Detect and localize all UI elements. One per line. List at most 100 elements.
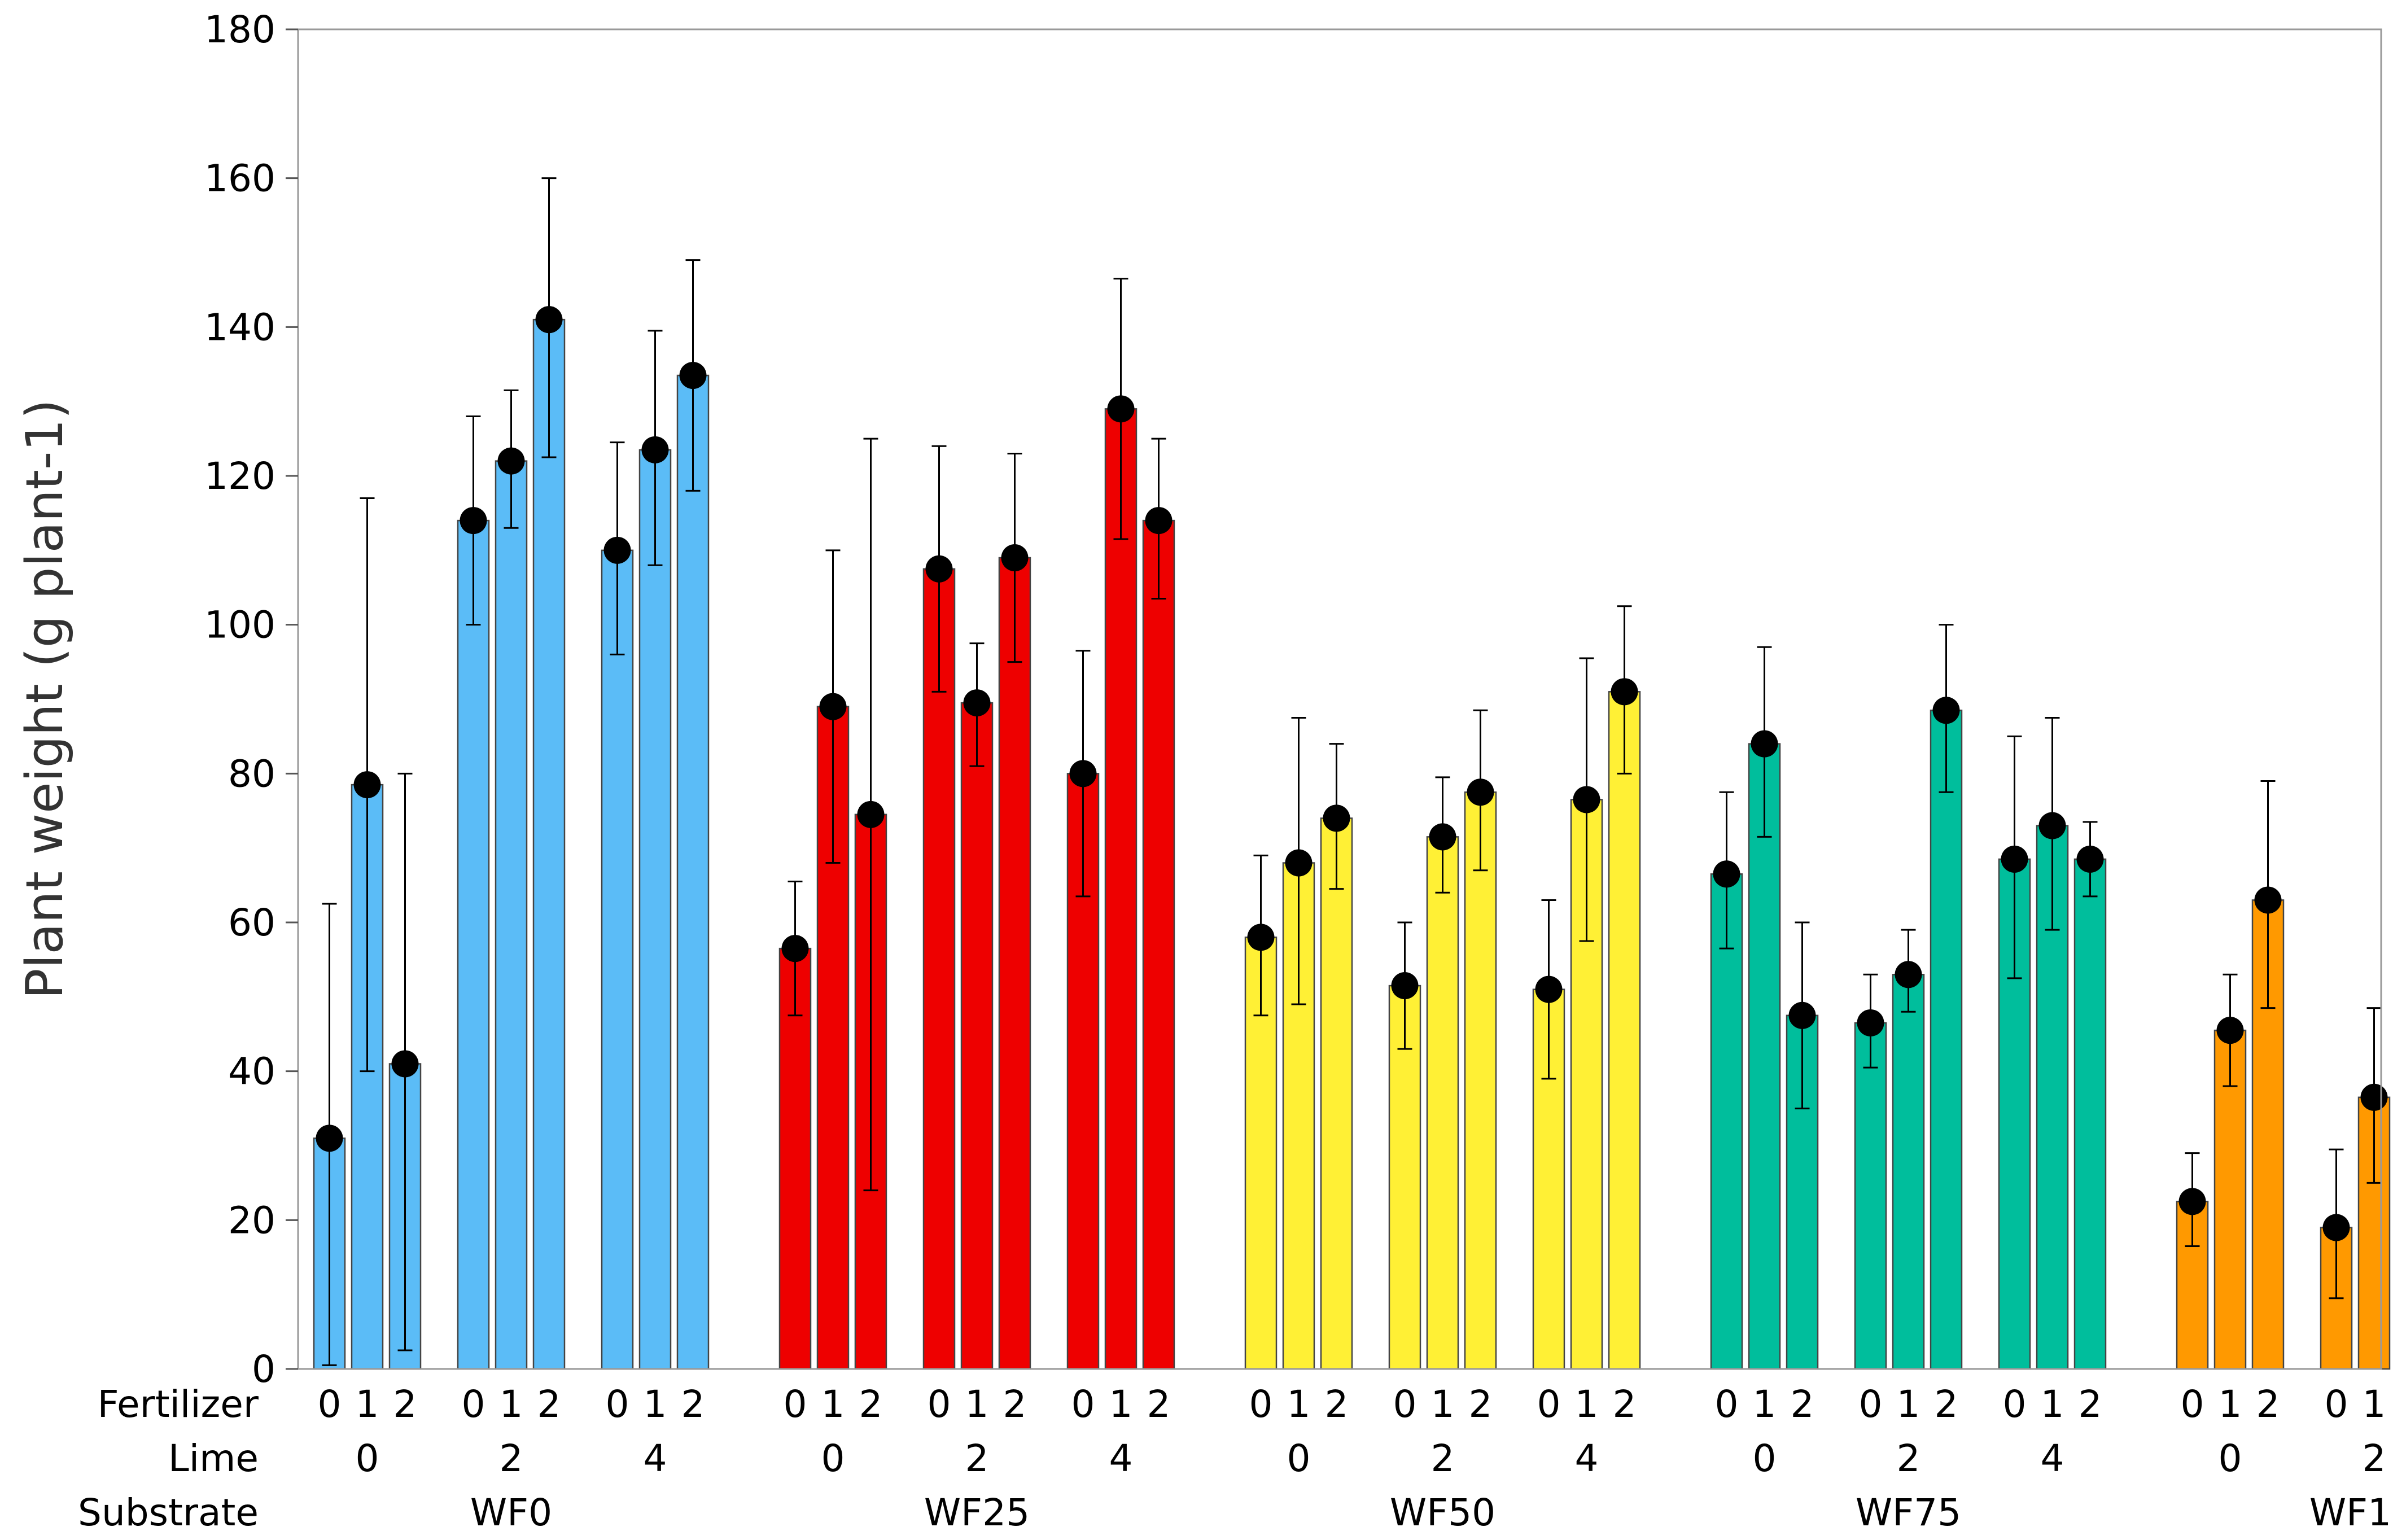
mean-point — [1247, 924, 1275, 951]
mean-point — [1751, 730, 1778, 758]
row-label-substrate: Substrate — [78, 1491, 259, 1534]
lime-label: 0 — [1287, 1437, 1311, 1480]
mean-point — [535, 306, 563, 334]
mean-point — [2038, 812, 2066, 839]
y-tick-label: 60 — [228, 901, 275, 944]
mean-point — [2001, 845, 2028, 873]
lime-label: 4 — [1109, 1437, 1133, 1480]
mean-point — [1001, 544, 1029, 572]
mean-point — [1391, 972, 1419, 1000]
fertilizer-label: 2 — [859, 1383, 883, 1426]
row-label-lime: Lime — [168, 1437, 259, 1480]
lime-label: 4 — [2041, 1437, 2064, 1480]
bar — [2073, 858, 2107, 1370]
fertilizer-label: 2 — [1613, 1383, 1637, 1426]
fertilizer-label: 2 — [1791, 1383, 1814, 1426]
lime-label: 2 — [2363, 1437, 2386, 1480]
fertilizer-label: 0 — [1249, 1383, 1273, 1426]
substrate-label: WF75 — [1856, 1491, 1961, 1534]
bar — [1464, 791, 1497, 1370]
substrate-label: WF0 — [470, 1491, 552, 1534]
bars-layer — [313, 177, 2391, 1370]
lime-label: 2 — [965, 1437, 989, 1480]
fertilizer-label: 0 — [2181, 1383, 2204, 1426]
lime-label: 0 — [356, 1437, 379, 1480]
mean-point — [2178, 1188, 2206, 1215]
fertilizer-label: 2 — [393, 1383, 417, 1426]
mean-point — [1107, 395, 1135, 423]
lime-label: 0 — [821, 1437, 845, 1480]
lime-label: 0 — [1753, 1437, 1777, 1480]
bar — [960, 702, 994, 1370]
mean-point — [819, 693, 847, 720]
fertilizer-label: 2 — [1935, 1383, 1958, 1426]
y-tick-label: 0 — [252, 1348, 275, 1391]
fertilizer-label: 1 — [500, 1383, 523, 1426]
mean-point — [781, 935, 809, 963]
mean-point — [1429, 823, 1456, 851]
mean-point — [963, 689, 991, 717]
mean-point — [353, 771, 381, 799]
fertilizer-label: 0 — [928, 1383, 951, 1426]
fertilizer-label: 0 — [318, 1383, 342, 1426]
y-tick-label: 120 — [204, 454, 275, 498]
fertilizer-label: 2 — [1147, 1383, 1171, 1426]
bar — [1320, 817, 1353, 1370]
substrate-label: WF50 — [1390, 1491, 1495, 1534]
mean-point — [1573, 786, 1600, 813]
mean-point — [460, 507, 487, 535]
fertilizer-label: 0 — [1859, 1383, 1883, 1426]
fertilizer-label: 1 — [2219, 1383, 2242, 1426]
mean-point — [1285, 849, 1313, 877]
mean-point — [2254, 886, 2282, 914]
fertilizer-label: 1 — [965, 1383, 989, 1426]
bar — [778, 947, 812, 1370]
mean-point — [1145, 507, 1173, 535]
y-axis-title: Plant weight (g plant-1) — [15, 399, 75, 999]
mean-point — [497, 447, 525, 475]
fertilizer-label: 1 — [821, 1383, 845, 1426]
bar — [1104, 408, 1138, 1370]
mean-point — [1611, 678, 1638, 706]
fertilizer-label: 2 — [2256, 1383, 2280, 1426]
fertilizer-label: 0 — [606, 1383, 629, 1426]
fertilizer-label: 1 — [1431, 1383, 1455, 1426]
substrate-label: WF100 — [2309, 1491, 2393, 1534]
lime-label: 2 — [1431, 1437, 1455, 1480]
mean-point — [1895, 961, 1922, 988]
lime-label: 4 — [644, 1437, 667, 1480]
substrate-label: WF25 — [924, 1491, 1030, 1534]
plot-frame — [297, 28, 2382, 1370]
fertilizer-label: 0 — [1393, 1383, 1417, 1426]
bar — [601, 549, 634, 1370]
fertilizer-label: 1 — [1287, 1383, 1311, 1426]
y-tick-label: 20 — [228, 1198, 275, 1242]
fertilizer-label: 0 — [2003, 1383, 2027, 1426]
bar — [638, 449, 672, 1370]
fertilizer-label: 0 — [462, 1383, 485, 1426]
bar — [1426, 836, 1459, 1370]
bar — [457, 519, 490, 1370]
fertilizer-label: 0 — [1715, 1383, 1739, 1426]
mean-point — [316, 1125, 343, 1152]
mean-point — [1857, 1009, 1884, 1036]
bar — [1892, 974, 1925, 1370]
fertilizer-label: 1 — [1753, 1383, 1777, 1426]
y-tick-label: 100 — [204, 603, 275, 647]
mean-point — [857, 800, 885, 828]
mean-point — [603, 536, 631, 564]
fertilizer-label: 2 — [1003, 1383, 1027, 1426]
bar — [532, 318, 566, 1370]
row-label-fertilizer: Fertilizer — [98, 1383, 259, 1426]
mean-point — [1069, 760, 1097, 788]
bar — [1930, 710, 1963, 1370]
mean-point — [1467, 778, 1494, 806]
fertilizer-label: 0 — [2325, 1383, 2348, 1426]
y-axis: 0 20 40 60 80 100 120 140 160 180 — [204, 8, 298, 1391]
mean-point — [391, 1050, 419, 1078]
mean-point — [641, 436, 669, 463]
mean-point — [2360, 1083, 2388, 1111]
fertilizer-label: 1 — [644, 1383, 667, 1426]
